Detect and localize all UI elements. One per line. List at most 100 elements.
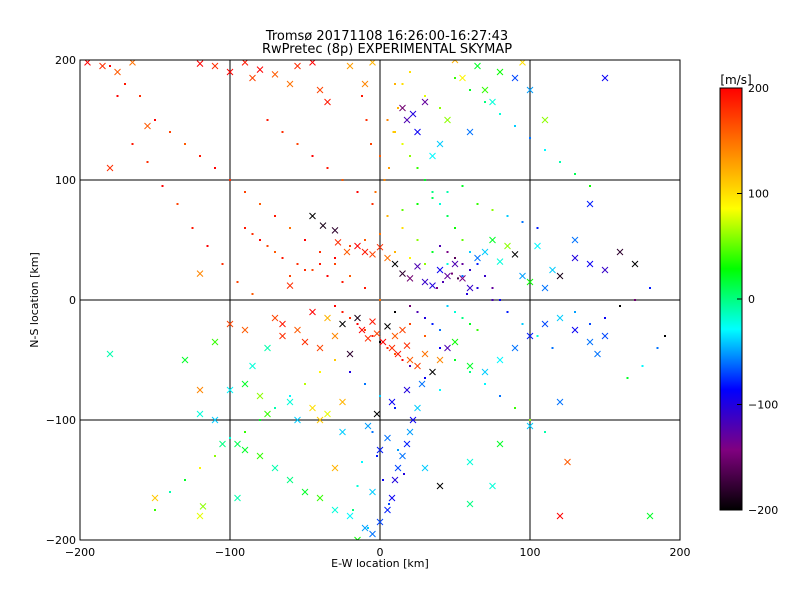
data-point-cross — [324, 98, 331, 106]
data-point-cross — [369, 530, 376, 538]
data-point-dot — [349, 275, 351, 277]
data-point-cross — [354, 314, 361, 322]
data-point-cross — [196, 270, 204, 277]
data-point-cross — [526, 422, 534, 430]
data-point-cross — [526, 278, 534, 286]
data-point-dot — [161, 185, 164, 187]
data-point-dot — [436, 287, 438, 289]
data-point-cross — [358, 326, 366, 334]
data-point-cross — [519, 272, 526, 280]
data-point-cross — [466, 284, 474, 292]
data-point-cross — [279, 332, 286, 340]
colorbar-tick-label: −100 — [748, 399, 778, 412]
data-point-dot — [266, 245, 269, 247]
data-point-cross — [106, 350, 114, 358]
data-point-dot — [349, 245, 351, 247]
data-point-dot — [536, 335, 539, 337]
data-point-cross — [451, 338, 459, 346]
data-point-dot — [551, 347, 554, 349]
y-tick-label: −200 — [46, 534, 76, 547]
data-point-cross — [403, 386, 411, 394]
data-point-cross — [271, 71, 279, 78]
chart-title: Tromsø 20171108 16:26:00-16:27:43 — [265, 29, 508, 44]
data-point-cross — [364, 422, 372, 430]
data-point-dot — [367, 527, 369, 529]
data-point-cross — [414, 263, 421, 270]
data-point-dot — [604, 317, 606, 319]
data-point-dot — [446, 215, 449, 217]
data-point-dot — [442, 281, 444, 283]
data-point-dot — [439, 329, 441, 331]
data-point-cross — [343, 248, 351, 256]
data-point-dot — [431, 191, 434, 193]
data-point-cross — [301, 338, 309, 346]
data-point-dot — [394, 353, 396, 355]
data-point-dot — [139, 95, 141, 97]
data-point-cross — [331, 506, 339, 514]
data-point-dot — [386, 347, 389, 349]
data-point-dot — [439, 347, 441, 349]
data-point-dot — [184, 479, 186, 481]
data-point-dot — [311, 269, 314, 271]
data-point-dot — [244, 227, 246, 229]
data-point-dot — [589, 323, 591, 325]
data-point-cross — [331, 464, 339, 472]
data-point-cross — [196, 410, 204, 418]
data-point-dot — [476, 287, 479, 289]
data-point-cross — [601, 74, 609, 82]
data-point-dot — [401, 359, 404, 361]
data-point-dot — [341, 179, 344, 181]
data-point-dot — [469, 89, 471, 91]
data-point-cross — [279, 320, 286, 328]
data-point-dot — [416, 239, 419, 241]
data-point-cross — [294, 326, 301, 334]
data-point-dot — [521, 323, 524, 325]
data-point-cross — [511, 251, 519, 258]
data-point-dot — [469, 323, 471, 325]
data-point-cross — [354, 242, 361, 250]
data-point-cross — [556, 512, 564, 520]
data-point-cross — [286, 80, 294, 88]
data-point-dot — [499, 113, 501, 115]
data-point-dot — [365, 119, 368, 121]
data-point-dot — [214, 167, 216, 169]
data-point-cross — [466, 500, 474, 508]
data-point-dot — [364, 287, 366, 289]
data-point-dot — [634, 299, 636, 301]
data-point-dot — [529, 137, 531, 139]
data-point-dot — [424, 263, 426, 265]
data-point-dot — [466, 293, 468, 295]
data-point-dot — [649, 287, 651, 289]
colorbar-ticks: 200 100 0 −100 −200 — [737, 82, 778, 517]
chart-subtitle: RwPretec (8p) EXPERIMENTAL SKYMAP — [262, 42, 512, 57]
data-point-dot — [469, 269, 471, 271]
data-point-dot — [476, 203, 479, 205]
data-point-dot — [326, 275, 329, 277]
data-point-dot — [352, 509, 354, 511]
data-point-dot — [574, 311, 576, 313]
data-point-dot — [403, 473, 405, 475]
data-point-dot — [236, 281, 239, 283]
data-point-dot — [416, 167, 419, 169]
data-point-cross — [403, 440, 411, 448]
colorbar-tick-label: 0 — [748, 293, 755, 306]
data-point-dot — [296, 263, 299, 265]
data-point-dot — [388, 503, 390, 505]
data-point-dot — [371, 203, 374, 205]
data-point-cross — [481, 248, 489, 256]
data-point-dot — [326, 167, 329, 169]
data-point-cross — [309, 308, 316, 316]
data-point-dot — [169, 491, 171, 493]
data-point-cross — [489, 236, 496, 244]
data-point-cross — [414, 362, 421, 370]
data-point-dot — [461, 275, 464, 277]
data-point-cross — [271, 314, 279, 322]
data-point-dot — [499, 299, 501, 301]
data-point-dot — [559, 161, 561, 163]
data-point-dot — [401, 227, 404, 229]
data-point-cross — [384, 254, 391, 262]
data-point-dot — [416, 311, 419, 313]
data-point-dot — [454, 359, 456, 361]
data-point-cross — [384, 323, 391, 330]
